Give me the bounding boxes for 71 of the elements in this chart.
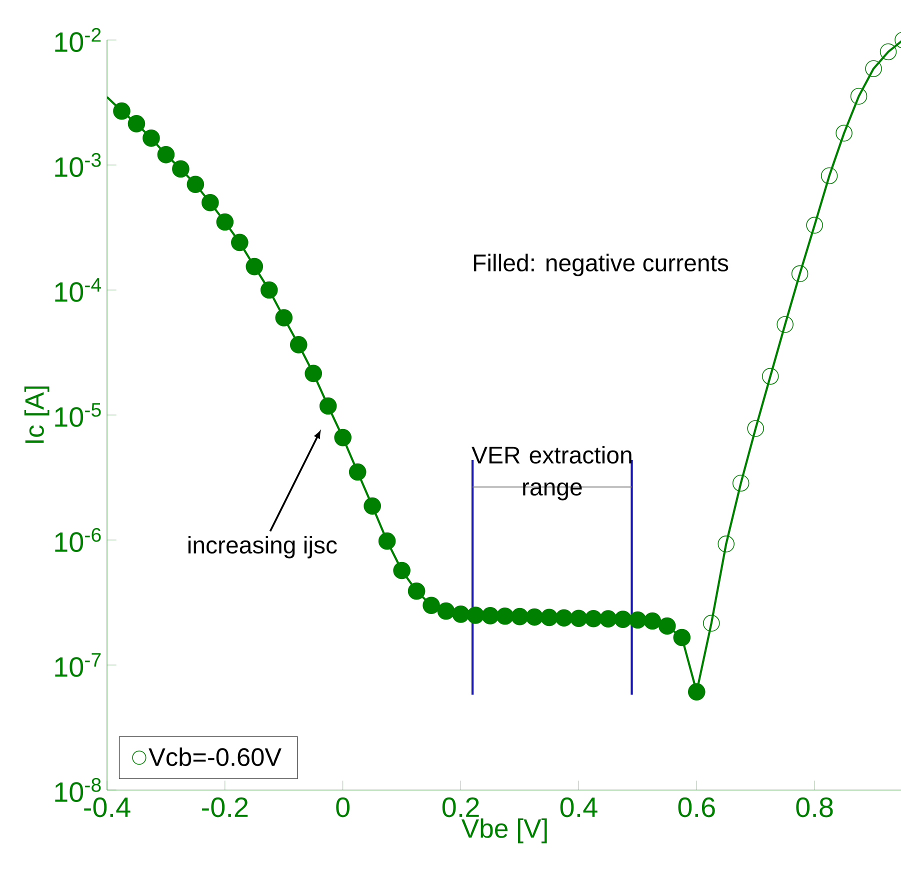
point	[673, 628, 691, 646]
y-axis-title: Ic [A]	[24, 386, 50, 443]
point	[880, 43, 897, 60]
point	[688, 683, 706, 700]
legend-label: Vcb=-0.60V	[148, 747, 282, 766]
point	[836, 124, 852, 142]
point	[142, 129, 160, 147]
point	[466, 606, 484, 624]
point	[231, 234, 248, 252]
point	[290, 336, 308, 354]
point	[128, 115, 146, 132]
point	[113, 102, 130, 120]
point	[762, 368, 779, 385]
point	[422, 596, 440, 614]
y-tick-label: 10$^{-6}$	[55, 528, 101, 552]
point	[393, 562, 410, 580]
point	[732, 474, 750, 492]
y-tick-label: 10$^{-5}$	[55, 403, 101, 427]
point	[658, 617, 676, 635]
point	[850, 88, 868, 105]
point	[378, 532, 396, 550]
point	[644, 612, 662, 630]
x-tick-label: 0	[336, 797, 350, 818]
x-axis-title: Vbe [V]	[461, 818, 547, 844]
annotation: VER extraction range	[472, 446, 632, 500]
point	[186, 176, 204, 194]
x-tick-label: 0.4	[560, 797, 598, 818]
point	[408, 582, 426, 600]
point	[482, 607, 499, 624]
point	[555, 609, 573, 627]
point	[202, 194, 219, 212]
point	[496, 607, 514, 625]
point	[718, 536, 735, 552]
point	[304, 364, 322, 382]
point	[364, 497, 382, 515]
point	[260, 281, 278, 299]
annotation: increasing ijsc	[188, 536, 337, 558]
point	[319, 397, 337, 415]
point	[540, 608, 558, 626]
point	[348, 463, 366, 481]
point	[791, 265, 808, 282]
point	[157, 146, 175, 164]
annotation: Filled: negative currents	[474, 254, 728, 276]
point	[172, 160, 190, 178]
y-tick-label: 10$^{-7}$	[55, 653, 101, 677]
point	[747, 420, 764, 437]
point	[275, 309, 293, 326]
point	[437, 602, 455, 620]
point	[865, 60, 882, 78]
point	[629, 611, 646, 629]
point	[511, 608, 528, 626]
point	[820, 167, 838, 184]
point	[806, 216, 823, 234]
x-tick-label: 0.6	[678, 797, 715, 818]
point	[570, 610, 588, 628]
point	[702, 614, 720, 632]
point	[614, 610, 632, 628]
point	[334, 428, 352, 446]
point	[776, 316, 794, 333]
point	[246, 258, 264, 276]
y-tick-label: 10$^{-3}$	[55, 153, 101, 177]
y-tick-label: 10$^{-4}$	[55, 278, 102, 302]
point	[452, 606, 470, 623]
point	[216, 213, 234, 231]
x-tick-label: -0.2	[202, 797, 248, 818]
x-tick-label: 0.8	[796, 797, 833, 818]
point	[526, 608, 544, 626]
y-tick-label: 10$^{-2}$	[55, 28, 101, 52]
x-tick-label: 0.2	[442, 797, 479, 818]
point	[600, 610, 617, 628]
point	[584, 610, 602, 628]
